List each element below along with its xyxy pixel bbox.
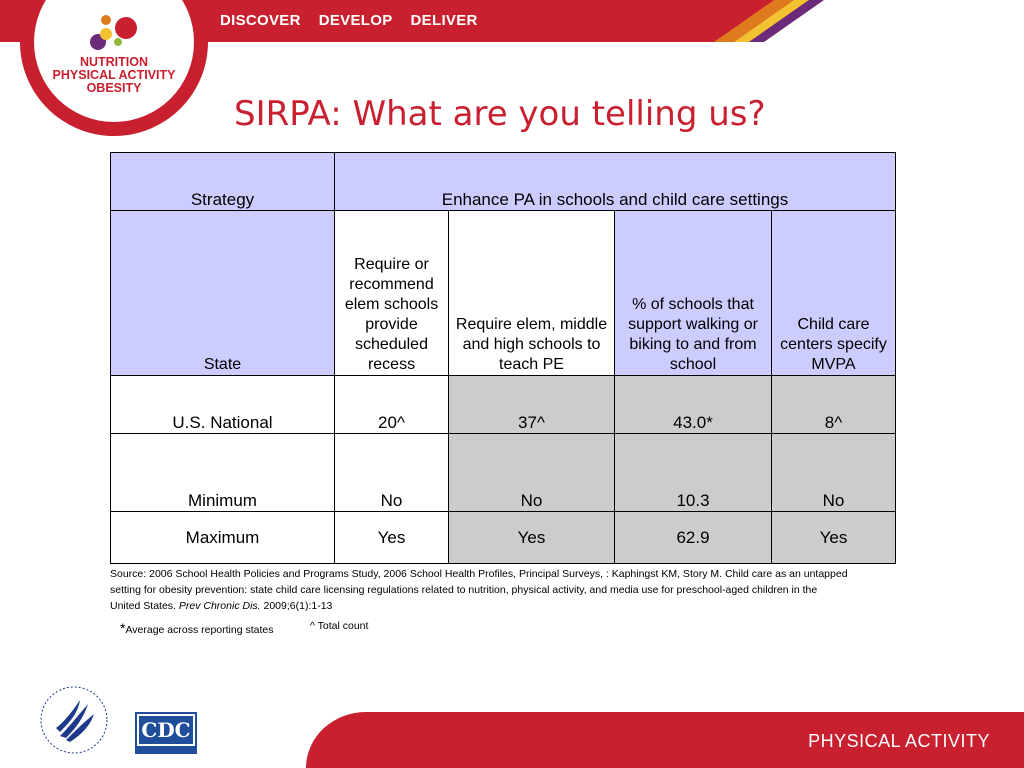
row-state: U.S. National [110, 375, 335, 434]
row-state: Minimum [110, 433, 335, 512]
column-header: % of schools that support walking or bik… [614, 210, 772, 376]
table-row: State Require or recommend elem schools … [110, 210, 896, 376]
nav-discover: DISCOVER [220, 12, 301, 29]
table-cell: Yes [334, 511, 449, 564]
cdc-logo: CDC [135, 712, 197, 754]
state-label: State [110, 210, 335, 376]
bottom-banner [306, 712, 1024, 768]
table-cell: Yes [771, 511, 896, 564]
swoosh-graphic [714, 0, 1024, 42]
slide-title: SIRPA: What are you telling us? [234, 94, 766, 134]
table-row: Minimum No No 10.3 No [110, 433, 896, 512]
table-row: Strategy Enhance PA in schools and child… [110, 152, 896, 211]
source-journal: Prev Chronic Dis. [178, 600, 261, 612]
table-cell: 10.3 [614, 433, 772, 512]
column-header: Child care centers specify MVPA [771, 210, 896, 376]
table-row: Maximum Yes Yes 62.9 Yes [110, 511, 896, 564]
top-nav: DISCOVER DEVELOP DELIVER [220, 12, 478, 29]
column-header: Require elem, middle and high schools to… [448, 210, 615, 376]
source-text: Source: 2006 School Health Policies and … [110, 568, 848, 612]
source-citation: 2009;6(1):1-13 [263, 600, 333, 612]
table-cell: 43.0* [614, 375, 772, 434]
logo-line-obesity: OBESITY [86, 81, 142, 95]
asterisk-symbol: * [120, 620, 126, 636]
table-cell: No [771, 433, 896, 512]
table-cell: 20^ [334, 375, 449, 434]
logo-dots-icon [90, 15, 137, 50]
nav-deliver: DELIVER [410, 12, 478, 29]
column-header: Require or recommend elem schools provid… [334, 210, 449, 376]
table-cell: Yes [448, 511, 615, 564]
logo-text: NUTRITION PHYSICAL ACTIVITY OBESITY [36, 56, 192, 95]
asterisk-note: Average across reporting states [125, 624, 274, 636]
table-row: U.S. National 20^ 37^ 43.0* 8^ [110, 375, 896, 434]
strategy-label: Strategy [110, 152, 335, 211]
footnotes: *Average across reporting states ^ Total… [120, 620, 368, 636]
row-state: Maximum [110, 511, 335, 564]
footer-label: PHYSICAL ACTIVITY [808, 731, 990, 751]
data-table: Strategy Enhance PA in schools and child… [110, 152, 896, 564]
cdc-logo-text: CDC [141, 718, 191, 742]
table-cell: 62.9 [614, 511, 772, 564]
strategy-value: Enhance PA in schools and child care set… [334, 152, 896, 211]
table-cell: 37^ [448, 375, 615, 434]
logo-line-physical-activity: PHYSICAL ACTIVITY [52, 68, 176, 82]
source-note: Source: 2006 School Health Policies and … [110, 566, 850, 614]
nav-develop: DEVELOP [318, 12, 393, 29]
caret-note: ^ Total count [310, 620, 369, 632]
logo-line-nutrition: NUTRITION [79, 55, 149, 69]
table-cell: No [448, 433, 615, 512]
table-cell: 8^ [771, 375, 896, 434]
hhs-eagle-icon [40, 686, 108, 754]
cdc-logo-icon [135, 712, 197, 754]
table-cell: No [334, 433, 449, 512]
